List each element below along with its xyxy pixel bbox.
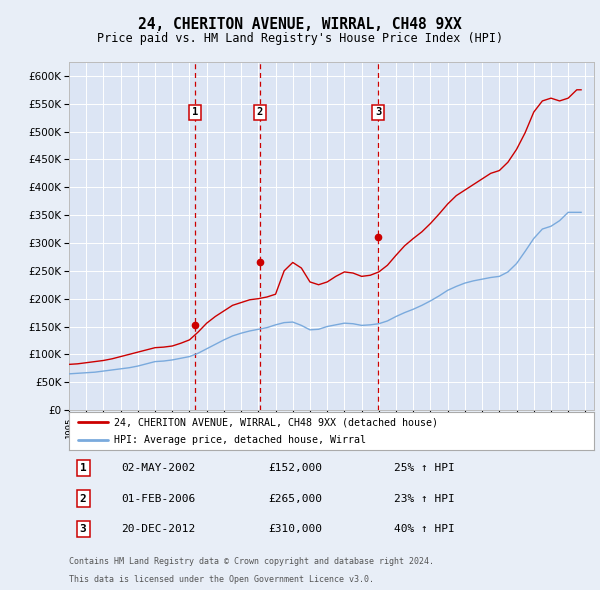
Text: £310,000: £310,000	[269, 524, 323, 534]
Text: 1: 1	[192, 107, 199, 117]
Text: 24, CHERITON AVENUE, WIRRAL, CH48 9XX (detached house): 24, CHERITON AVENUE, WIRRAL, CH48 9XX (d…	[113, 417, 437, 427]
Text: £265,000: £265,000	[269, 494, 323, 503]
Text: HPI: Average price, detached house, Wirral: HPI: Average price, detached house, Wirr…	[113, 435, 365, 445]
Text: Contains HM Land Registry data © Crown copyright and database right 2024.: Contains HM Land Registry data © Crown c…	[69, 557, 434, 566]
Text: This data is licensed under the Open Government Licence v3.0.: This data is licensed under the Open Gov…	[69, 575, 374, 584]
Text: 1: 1	[80, 463, 86, 473]
Text: 02-MAY-2002: 02-MAY-2002	[121, 463, 196, 473]
Text: 3: 3	[375, 107, 381, 117]
Text: Price paid vs. HM Land Registry's House Price Index (HPI): Price paid vs. HM Land Registry's House …	[97, 32, 503, 45]
Text: 40% ↑ HPI: 40% ↑ HPI	[395, 524, 455, 534]
Text: 23% ↑ HPI: 23% ↑ HPI	[395, 494, 455, 503]
Text: 20-DEC-2012: 20-DEC-2012	[121, 524, 196, 534]
Text: 2: 2	[257, 107, 263, 117]
Text: 3: 3	[80, 524, 86, 534]
Text: 24, CHERITON AVENUE, WIRRAL, CH48 9XX: 24, CHERITON AVENUE, WIRRAL, CH48 9XX	[138, 17, 462, 31]
Text: 01-FEB-2006: 01-FEB-2006	[121, 494, 196, 503]
Text: £152,000: £152,000	[269, 463, 323, 473]
Text: 25% ↑ HPI: 25% ↑ HPI	[395, 463, 455, 473]
Text: 2: 2	[80, 494, 86, 503]
